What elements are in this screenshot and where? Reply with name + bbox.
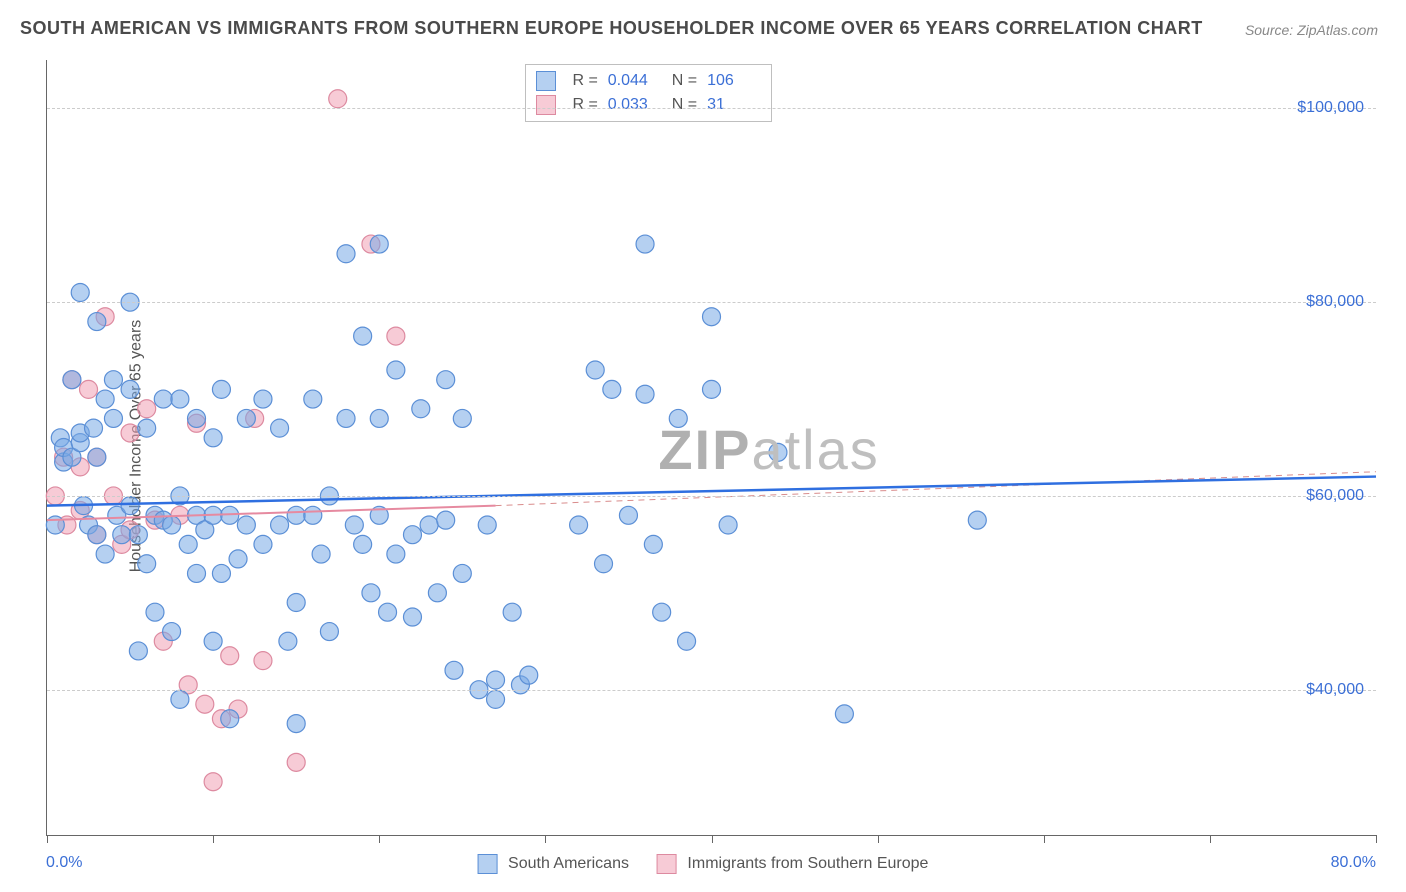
stats-legend-box: R = 0.044 N = 106 R = 0.033 N = 31	[525, 64, 772, 122]
legend-item-b: Immigrants from Southern Europe	[657, 854, 928, 874]
legend-item-a: South Americans	[478, 854, 629, 874]
r-label: R =	[572, 72, 597, 90]
gridline	[47, 108, 1376, 109]
swatch-series-a	[478, 854, 498, 874]
x-tick	[545, 835, 546, 843]
y-tick-label: $100,000	[1297, 99, 1364, 117]
legend-label-a: South Americans	[508, 855, 629, 872]
r-label: R =	[572, 96, 597, 114]
x-tick	[1210, 835, 1211, 843]
source-label: Source: ZipAtlas.com	[1245, 22, 1378, 38]
gridline	[47, 496, 1376, 497]
y-tick-label: $40,000	[1306, 681, 1364, 699]
x-tick	[1044, 835, 1045, 843]
n-label: N =	[672, 72, 697, 90]
x-tick	[878, 835, 879, 843]
chart-svg	[47, 60, 1376, 835]
x-tick	[1376, 835, 1377, 843]
n-label: N =	[672, 96, 697, 114]
legend-label-b: Immigrants from Southern Europe	[687, 855, 928, 872]
gridline	[47, 690, 1376, 691]
bottom-legend: South Americans Immigrants from Southern…	[478, 854, 929, 874]
x-axis-min-label: 0.0%	[46, 854, 82, 872]
plot-area: ZIPatlas R = 0.044 N = 106 R = 0.033 N =…	[46, 60, 1376, 836]
swatch-series-b	[657, 854, 677, 874]
r-value: 0.044	[608, 72, 662, 90]
x-tick	[712, 835, 713, 843]
x-tick	[213, 835, 214, 843]
x-tick	[379, 835, 380, 843]
gridline	[47, 302, 1376, 303]
x-tick	[47, 835, 48, 843]
chart-title: SOUTH AMERICAN VS IMMIGRANTS FROM SOUTHE…	[20, 18, 1203, 39]
n-value: 31	[707, 96, 761, 114]
swatch-series-b	[536, 95, 556, 115]
r-value: 0.033	[608, 96, 662, 114]
y-tick-label: $60,000	[1306, 487, 1364, 505]
stats-row: R = 0.033 N = 31	[536, 93, 761, 117]
swatch-series-a	[536, 71, 556, 91]
y-tick-label: $80,000	[1306, 293, 1364, 311]
x-axis-max-label: 80.0%	[1331, 854, 1376, 872]
n-value: 106	[707, 72, 761, 90]
stats-row: R = 0.044 N = 106	[536, 69, 761, 93]
